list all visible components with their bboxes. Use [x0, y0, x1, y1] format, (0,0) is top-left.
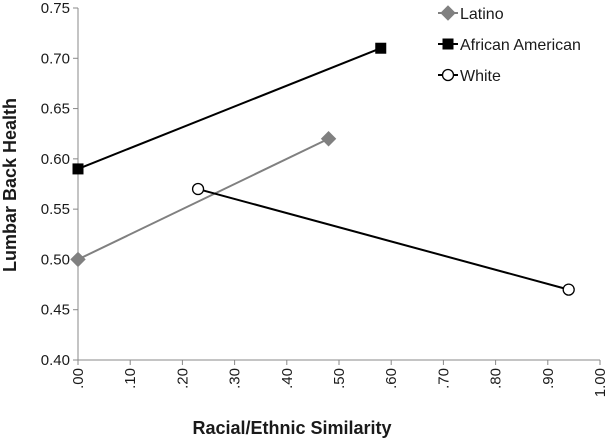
data-point-latino — [70, 251, 86, 268]
data-point-african-american — [72, 163, 84, 175]
x-tick-label: 1.00 — [592, 368, 609, 397]
legend-marker — [441, 68, 455, 82]
x-tick-labels: .00 .10 .20 .30 .40 .50 .60 .70 .80 .90 1.00 — [70, 360, 609, 397]
x-tick-label: .40 — [279, 368, 296, 389]
legend-label: Latino — [460, 6, 504, 23]
x-tick-label: .90 — [540, 368, 557, 389]
series-latino — [70, 131, 337, 268]
y-tick-label: 0.45 — [41, 302, 70, 319]
legend-marker — [440, 5, 456, 21]
data-point-white — [562, 283, 575, 296]
x-tick-label: .30 — [227, 368, 244, 389]
y-tick-label: 0.75 — [41, 0, 70, 17]
data-point-latino — [320, 131, 337, 147]
legend-label: White — [460, 68, 501, 85]
legend-item-white: White — [438, 68, 501, 85]
y-tick-labels: 0.40 0.45 0.50 0.55 0.60 0.65 0.70 0.75 — [41, 0, 78, 369]
series-line-latino — [77, 137, 329, 261]
y-tick-label: 0.70 — [41, 50, 70, 67]
series-line-african-american — [77, 47, 382, 170]
legend-item-latino: Latino — [438, 5, 504, 23]
x-tick-label: .00 — [70, 368, 87, 389]
x-tick-label: .80 — [488, 368, 505, 389]
legend-label: African American — [460, 37, 581, 54]
series-layer — [70, 42, 575, 296]
series-white — [191, 182, 575, 296]
y-axis-title: Lumbar Back Health — [0, 98, 20, 272]
x-tick-label: .50 — [331, 368, 348, 389]
x-tick-label: .20 — [174, 368, 191, 389]
x-tick-label: .60 — [383, 368, 400, 389]
legend-marker — [442, 38, 454, 50]
x-axis-title: Racial/Ethnic Similarity — [192, 418, 391, 438]
series-line-white — [197, 188, 569, 291]
legend: Latino African American White — [438, 5, 581, 85]
y-tick-label: 0.55 — [41, 201, 70, 218]
y-tick-label: 0.65 — [41, 101, 70, 118]
axes — [77, 8, 600, 361]
y-tick-label: 0.50 — [41, 251, 70, 268]
y-tick-label: 0.60 — [41, 151, 70, 168]
data-point-african-american — [375, 42, 387, 54]
series-african-american — [72, 42, 387, 175]
data-point-white — [191, 182, 205, 196]
y-tick-label: 0.40 — [41, 352, 70, 369]
x-tick-label: .70 — [435, 368, 452, 389]
legend-item-african-american: African American — [438, 37, 581, 54]
x-tick-label: .10 — [122, 368, 139, 389]
